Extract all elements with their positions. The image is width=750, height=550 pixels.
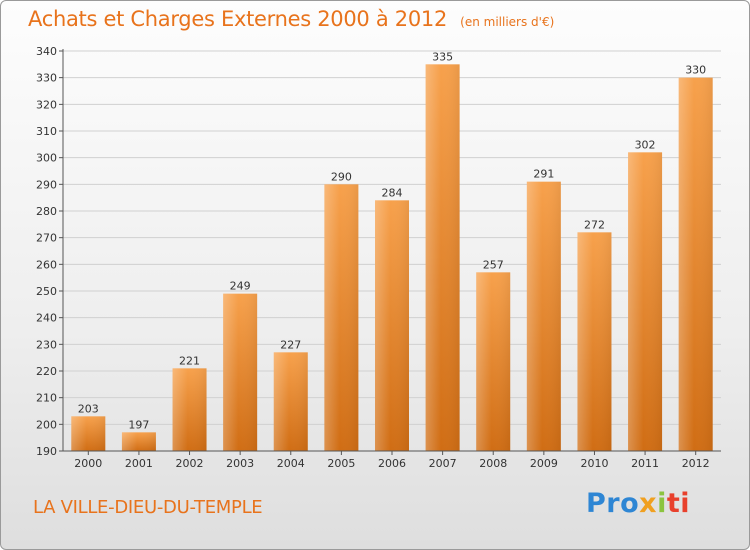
data-label-2004: 227 [280, 338, 301, 351]
bar-shine-2010 [577, 232, 612, 451]
data-label-2000: 203 [78, 402, 99, 415]
data-label-2005: 290 [331, 170, 352, 183]
x-tick-label-2008: 2008 [479, 457, 507, 470]
y-tick-label: 320 [36, 98, 57, 111]
logo-part-2: x [639, 488, 658, 519]
bar-shine-2000 [71, 416, 106, 451]
logo-part-1: Pro [586, 488, 640, 519]
y-tick-label: 270 [36, 232, 57, 245]
y-tick-label: 250 [36, 285, 57, 298]
x-tick-label-2009: 2009 [530, 457, 558, 470]
bar-shine-2012 [678, 77, 713, 452]
y-tick-label: 260 [36, 258, 57, 271]
bar-shine-2003 [223, 293, 258, 451]
y-tick-label: 220 [36, 365, 57, 378]
bar-shine-2008 [476, 272, 511, 451]
bar-shine-2004 [273, 352, 308, 451]
x-tick-label-2007: 2007 [429, 457, 457, 470]
y-axis-ticks: 190 200 210 220 230 240 250 260 270 280 290 300 310 3… [36, 45, 63, 458]
y-tick-label: 210 [36, 392, 57, 405]
data-label-2009: 291 [533, 168, 554, 181]
y-tick-label: 240 [36, 312, 57, 325]
x-tick-label-2011: 2011 [631, 457, 659, 470]
axes [62, 49, 721, 452]
bar-shine-2006 [375, 200, 409, 451]
x-tick-label-2012: 2012 [682, 457, 710, 470]
proxiti-logo[interactable]: Proxiti [586, 488, 690, 519]
city-name: LA VILLE-DIEU-DU-TEMPLE [33, 497, 263, 518]
y-tick-label: 310 [36, 125, 57, 138]
x-tick-label-2003: 2003 [226, 457, 254, 470]
y-tick-label: 340 [36, 45, 57, 58]
data-label-2008: 257 [483, 258, 504, 271]
logo-part-4: ti [666, 488, 691, 519]
x-tick-label-2010: 2010 [580, 457, 608, 470]
y-tick-label: 290 [36, 178, 57, 191]
logo-part-3: i [657, 488, 667, 519]
x-axis-ticks: 2000 2001 2002 2003 2004 2005 2006 2007 2008 2009… [74, 451, 710, 470]
x-tick-label-2006: 2006 [378, 457, 406, 470]
data-label-2010: 272 [584, 218, 605, 231]
data-label-2011: 302 [635, 138, 656, 151]
data-label-2006: 284 [382, 186, 403, 199]
y-tick-label: 230 [36, 338, 57, 351]
chart-title: Achats et Charges Externes 2000 à 2012 (… [28, 7, 554, 31]
bar-shine-2011 [628, 152, 663, 452]
bar-shine-2002 [172, 368, 207, 451]
bar-shine-2001 [121, 432, 156, 451]
data-label-2012: 330 [685, 64, 706, 77]
bar-shine-2007 [425, 64, 460, 452]
bar-shine-2009 [526, 181, 561, 451]
title-text: Achats et Charges Externes 2000 à 2012 [28, 7, 448, 31]
x-tick-label-2005: 2005 [327, 457, 355, 470]
unit-text: (en milliers d'€) [460, 15, 555, 29]
x-tick-label-2004: 2004 [277, 457, 305, 470]
x-tick-label-2002: 2002 [176, 457, 204, 470]
data-label-2001: 197 [128, 418, 149, 431]
y-tick-label: 330 [36, 72, 57, 85]
y-tick-label: 200 [36, 418, 57, 431]
bar-shine-2005 [324, 184, 359, 452]
y-tick-label: 300 [36, 152, 57, 165]
data-label-2002: 221 [179, 354, 200, 367]
x-tick-label-2000: 2000 [74, 457, 102, 470]
data-label-2007: 335 [432, 50, 453, 63]
bars: 203 197 221 249 227 290 284 335 257 291 272 302 330 [71, 50, 713, 452]
y-tick-label: 280 [36, 205, 57, 218]
y-tick-label: 190 [36, 445, 57, 458]
data-label-2003: 249 [230, 280, 251, 293]
x-tick-label-2001: 2001 [125, 457, 153, 470]
